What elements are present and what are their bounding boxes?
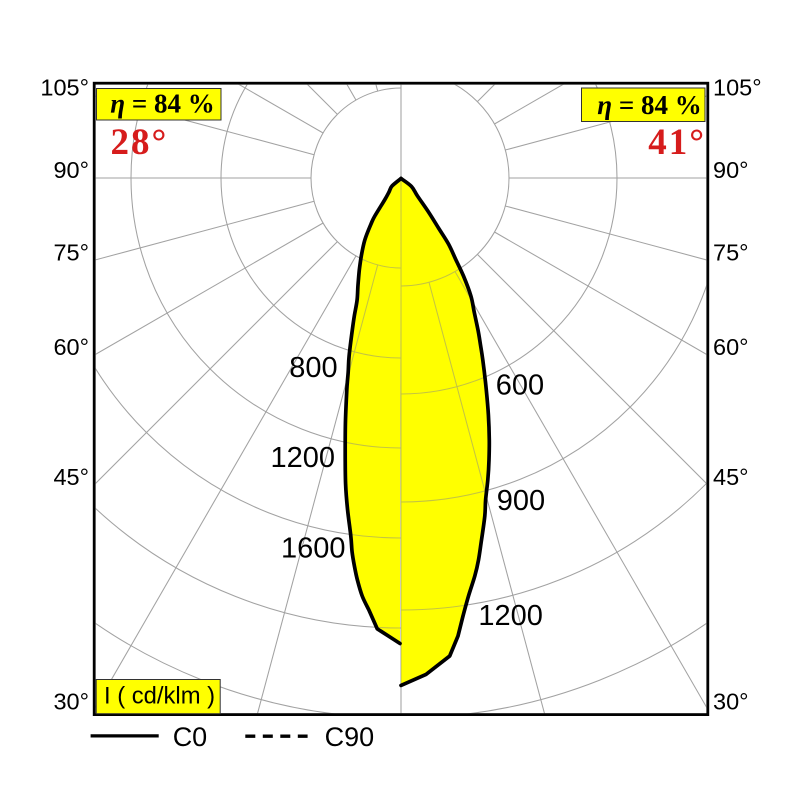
svg-text:75°: 75° (53, 239, 89, 265)
svg-text:105°: 105° (713, 75, 762, 101)
svg-text:105°: 105° (40, 75, 89, 101)
svg-text:η = 84 %: η = 84 % (597, 90, 701, 120)
svg-text:800: 800 (289, 352, 337, 384)
svg-text:30°: 30° (53, 689, 89, 715)
svg-text:1200: 1200 (271, 442, 336, 474)
svg-text:1600: 1600 (281, 533, 346, 565)
svg-text:C0: C0 (173, 722, 208, 752)
svg-text:41°: 41° (648, 122, 706, 163)
svg-text:28°: 28° (111, 122, 169, 163)
svg-text:90°: 90° (53, 157, 89, 183)
svg-text:60°: 60° (53, 334, 89, 360)
svg-text:900: 900 (497, 485, 545, 517)
svg-text:75°: 75° (713, 239, 749, 265)
svg-text:1200: 1200 (478, 600, 543, 632)
svg-text:60°: 60° (713, 334, 749, 360)
svg-text:45°: 45° (713, 464, 749, 490)
svg-text:I ( cd/klm ): I ( cd/klm ) (104, 683, 215, 710)
svg-text:600: 600 (496, 370, 544, 402)
svg-text:90°: 90° (713, 157, 749, 183)
svg-text:C90: C90 (325, 722, 375, 752)
svg-text:30°: 30° (713, 689, 749, 715)
svg-text:η = 84 %: η = 84 % (110, 88, 214, 118)
svg-text:45°: 45° (53, 464, 89, 490)
